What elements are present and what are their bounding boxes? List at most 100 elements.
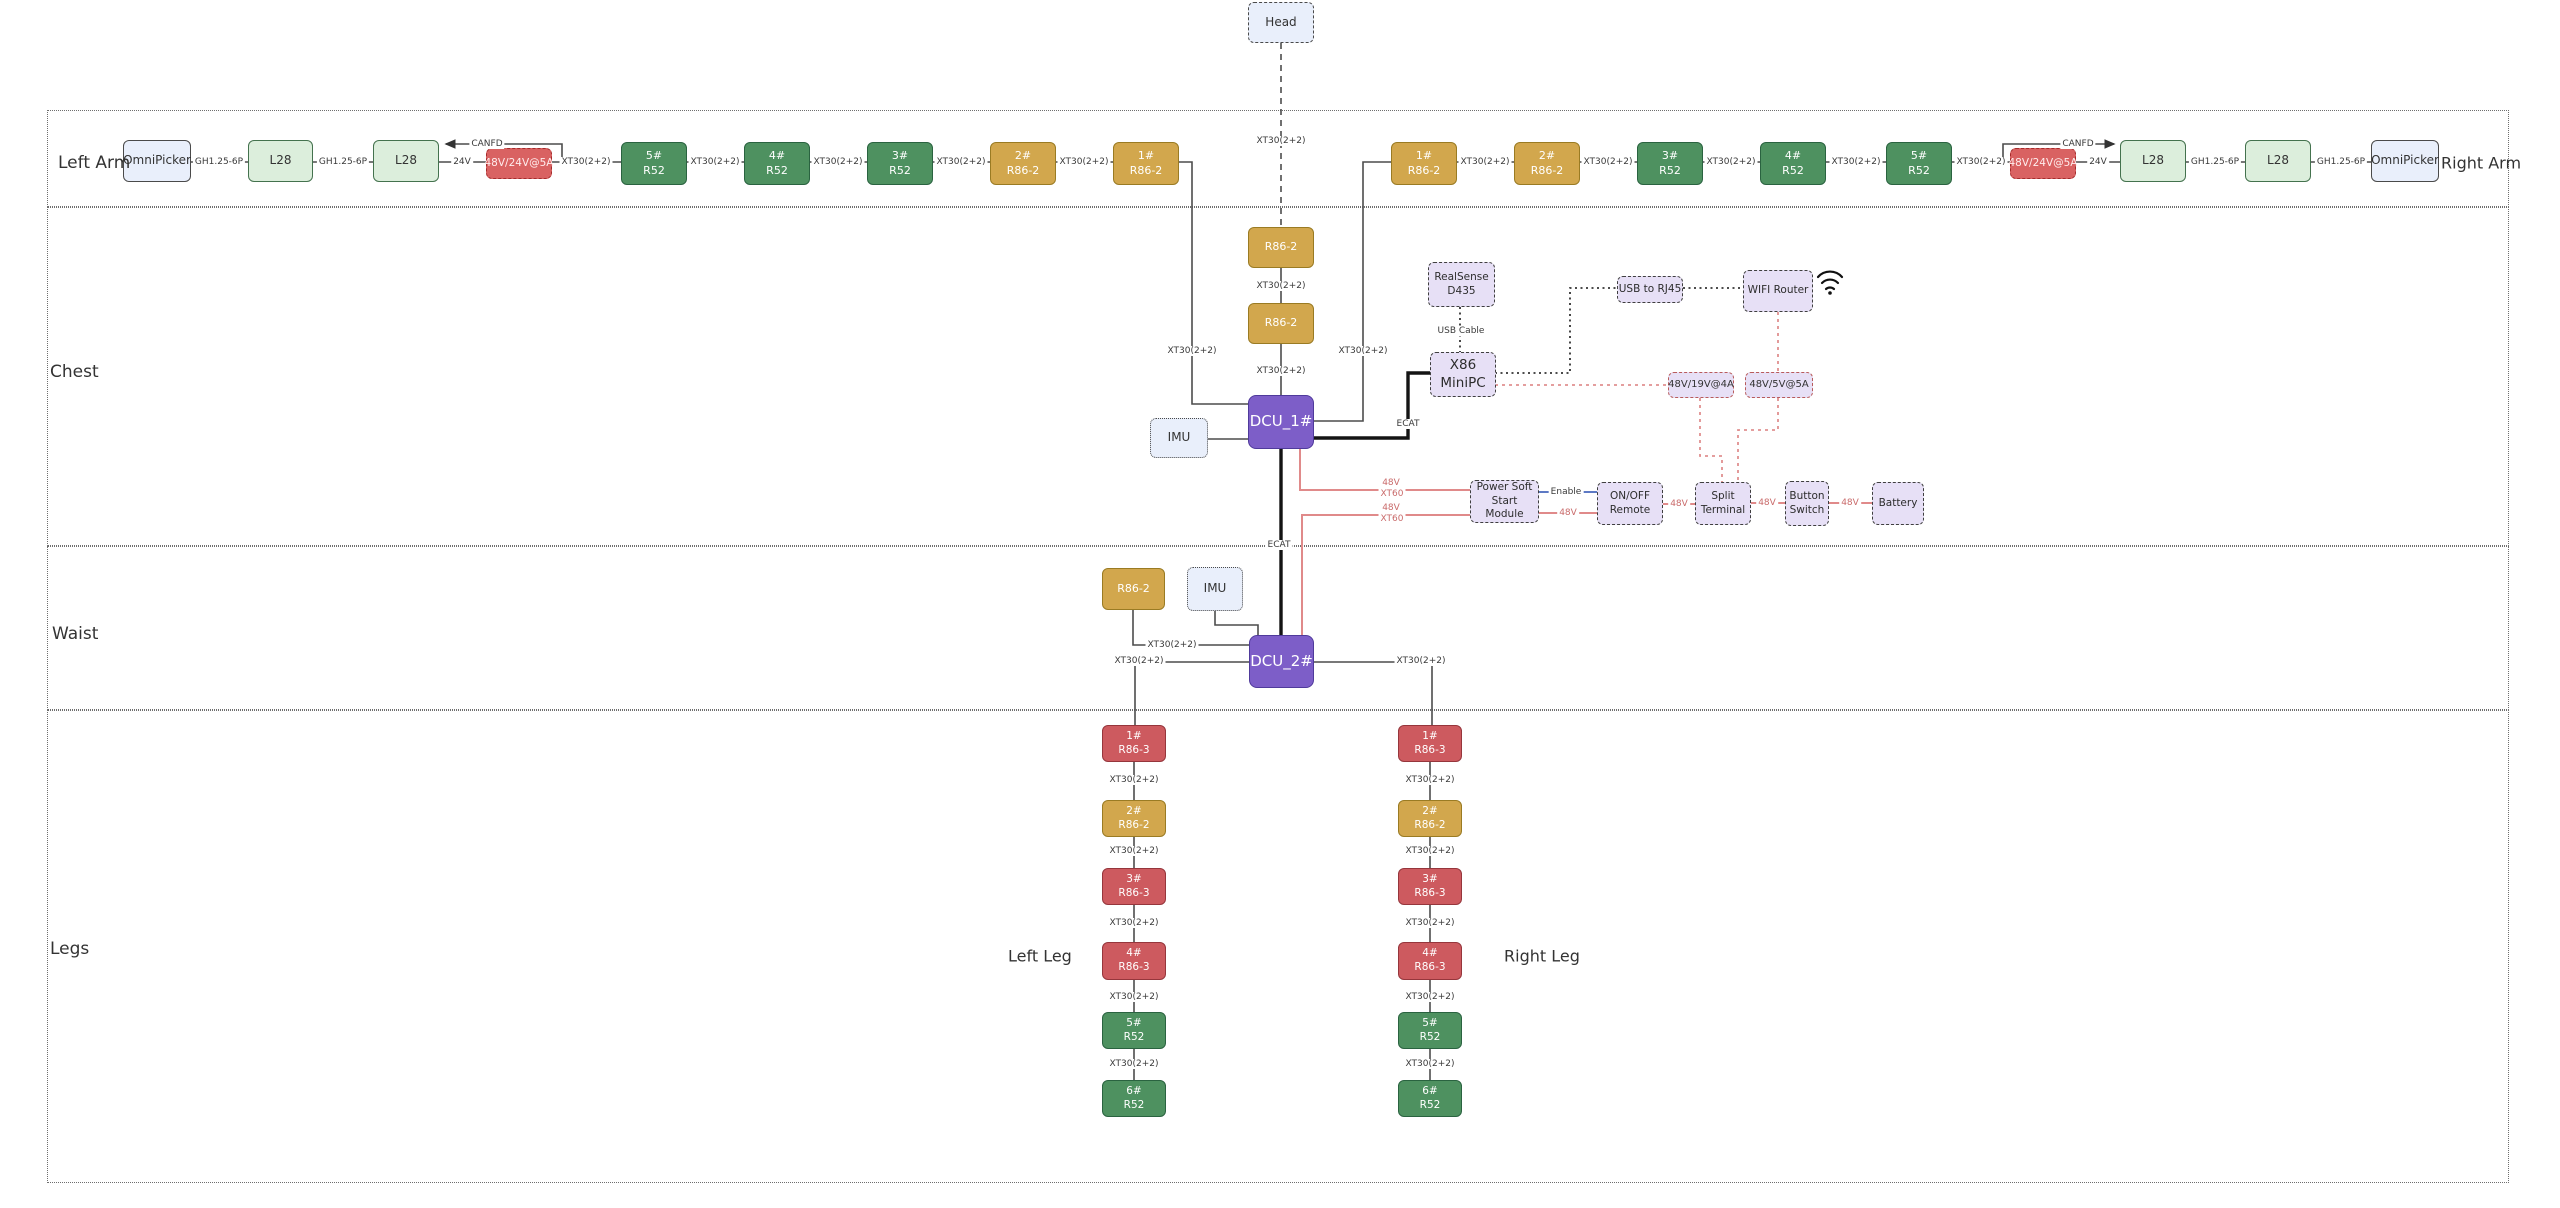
- edge-wire: [1179, 161, 1248, 405]
- edge-rdot: [1737, 398, 1779, 482]
- node-battery: Battery: [1872, 482, 1924, 525]
- node-converter-right: 48V/24V@5A: [2009, 148, 2078, 179]
- wire-label: XT30(2+2): [1107, 775, 1161, 785]
- wire-label: 48V: [1557, 508, 1579, 518]
- wire-label: XT30(2+2): [1829, 157, 1883, 167]
- label-right-arm: Right Arm: [2441, 153, 2522, 173]
- node-omnipicker-left: OmniPicker: [123, 140, 191, 182]
- node-l28-left-1: L28: [248, 140, 313, 182]
- wire-label: XT30(2+2): [1112, 656, 1166, 666]
- node-split-terminal: Split Terminal: [1695, 482, 1751, 525]
- wire-label: GH1.25-6P: [2188, 157, 2242, 167]
- node-button-switch: Button Switch: [1785, 481, 1829, 526]
- edge-red: [1301, 514, 1470, 635]
- node-r86-1-left: 1# R86-2: [1113, 142, 1179, 185]
- node-l28-right-2: L28: [2245, 140, 2311, 182]
- wire-label: XT30(2+2): [1403, 992, 1457, 1002]
- label-legs: Legs: [50, 939, 90, 959]
- node-right-leg-4: 4# R86-3: [1398, 942, 1462, 980]
- node-right-leg-1: 1# R86-3: [1398, 725, 1462, 762]
- wire-label: CANFD: [469, 139, 505, 149]
- wire-label: CANFD: [2060, 139, 2096, 149]
- node-l28-right-1: L28: [2120, 140, 2186, 182]
- wire-label: XT30(2+2): [1581, 157, 1635, 167]
- node-waist-r86: R86-2: [1102, 568, 1165, 610]
- wire-label: XT30(2+2): [1403, 775, 1457, 785]
- wire-label: Enable: [1548, 487, 1584, 497]
- section-arms: [47, 110, 2509, 207]
- wire-label: XT30(2+2): [1458, 157, 1512, 167]
- node-left-leg-3: 3# R86-3: [1102, 868, 1166, 905]
- wire-label: XT30(2+2): [1254, 136, 1308, 146]
- wire-label: XT30(2+2): [1107, 918, 1161, 928]
- node-x86-minipc: X86 MiniPC: [1430, 352, 1496, 397]
- wire-label: ECAT: [1394, 419, 1422, 429]
- node-dcu-1: DCU_1#: [1248, 395, 1314, 449]
- node-wifi-router: WIFI Router: [1743, 270, 1813, 312]
- node-dcu-2: DCU_2#: [1249, 635, 1314, 688]
- node-chest-r86-b: R86-2: [1248, 303, 1314, 344]
- node-onoff-remote: ON/OFF Remote: [1597, 482, 1663, 525]
- wire-label: XT30(2+2): [1107, 992, 1161, 1002]
- node-imu-waist: IMU: [1187, 567, 1243, 611]
- wire-label: 48V: [1839, 498, 1861, 508]
- wire-label: XT30(2+2): [1107, 1059, 1161, 1069]
- node-converter-19v: 48V/19V@4A: [1668, 372, 1734, 398]
- wire-label: XT30(2+2): [1954, 157, 2008, 167]
- wire-label: 24V: [451, 157, 473, 167]
- node-l28-left-2: L28: [373, 140, 439, 182]
- node-usb-to-rj45: USB to RJ45: [1617, 276, 1683, 303]
- node-right-leg-6: 6# R52: [1398, 1080, 1462, 1117]
- node-r52-4-right: 4# R52: [1760, 142, 1826, 185]
- node-r52-5-left: 5# R52: [621, 142, 687, 185]
- wire-label: GH1.25-6P: [192, 157, 246, 167]
- section-legs: [47, 710, 2509, 1183]
- node-right-leg-5: 5# R52: [1398, 1012, 1462, 1049]
- node-r52-3-left: 3# R52: [867, 142, 933, 185]
- wire-label: XT30(2+2): [1394, 656, 1448, 666]
- wire-label: XT60: [1378, 489, 1406, 499]
- node-r86-2-right: 2# R86-2: [1514, 142, 1580, 185]
- node-omnipicker-right: OmniPicker: [2371, 140, 2439, 182]
- label-waist: Waist: [52, 624, 99, 644]
- wire-label: XT30(2+2): [1704, 157, 1758, 167]
- wifi-icon: [1816, 270, 1844, 295]
- wire-label: USB Cable: [1435, 326, 1487, 336]
- node-left-leg-5: 5# R52: [1102, 1012, 1166, 1049]
- wire-label: 48V: [1668, 499, 1690, 509]
- wire-label: 24V: [2087, 157, 2109, 167]
- wire-label: XT30(2+2): [1336, 346, 1390, 356]
- wire-label: XT30(2+2): [1403, 846, 1457, 856]
- node-left-leg-1: 1# R86-3: [1102, 725, 1166, 762]
- wire-label: XT30(2+2): [1107, 846, 1161, 856]
- wire-label: XT30(2+2): [934, 157, 988, 167]
- wire-label: XT30(2+2): [1145, 640, 1199, 650]
- node-power-soft-start: Power Soft Start Module: [1470, 480, 1539, 523]
- wire-label: XT30(2+2): [1403, 1059, 1457, 1069]
- wire-label: XT60: [1378, 514, 1406, 524]
- node-converter-left: 48V/24V@5A: [485, 148, 554, 179]
- node-head: Head: [1248, 2, 1314, 43]
- wire-label: ECAT: [1265, 540, 1293, 550]
- edge-thick: [1314, 371, 1430, 440]
- node-left-leg-6: 6# R52: [1102, 1080, 1166, 1117]
- edge-wire: [1134, 661, 1249, 725]
- node-imu-chest: IMU: [1150, 418, 1208, 458]
- wire-label: XT30(2+2): [1254, 281, 1308, 291]
- node-r52-4-left: 4# R52: [744, 142, 810, 185]
- node-r52-3-right: 3# R52: [1637, 142, 1703, 185]
- wire-label: XT30(2+2): [688, 157, 742, 167]
- edge-rdot: [1699, 398, 1723, 482]
- wire-label: GH1.25-6P: [316, 157, 370, 167]
- node-chest-r86-a: R86-2: [1248, 227, 1314, 268]
- wire-label: XT30(2+2): [1057, 157, 1111, 167]
- node-converter-5v: 48V/5V@5A: [1745, 372, 1813, 398]
- wire-label: XT30(2+2): [1165, 346, 1219, 356]
- wire-label: XT30(2+2): [559, 157, 613, 167]
- wire-label: 48V: [1380, 503, 1402, 513]
- node-r86-2-left: 2# R86-2: [990, 142, 1056, 185]
- node-r86-1-right: 1# R86-2: [1391, 142, 1457, 185]
- edge-wire: [1214, 611, 1259, 635]
- node-right-leg-3: 3# R86-3: [1398, 868, 1462, 905]
- wire-label: 48V: [1756, 498, 1778, 508]
